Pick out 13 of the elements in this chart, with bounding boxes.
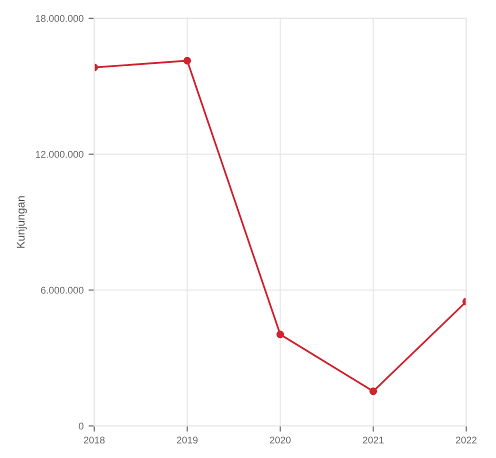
y-tick-label: 0 [78,422,84,430]
point [276,330,284,338]
y-tick-label: 18.000.000 [36,15,84,22]
y-tick-label: 12.000.000 [36,150,84,158]
point [183,56,192,64]
x-tick-label: 2019 [176,436,198,444]
x-tick-label: 2022 [456,436,477,444]
y-axis-title: Kunjungan [16,196,27,248]
point [369,387,378,396]
y-tick-label: 6.000.000 [41,286,84,294]
x-tick-label: 2021 [362,436,384,444]
x-tick-label: 2020 [270,436,291,444]
x-tick-label: 2018 [84,436,105,444]
